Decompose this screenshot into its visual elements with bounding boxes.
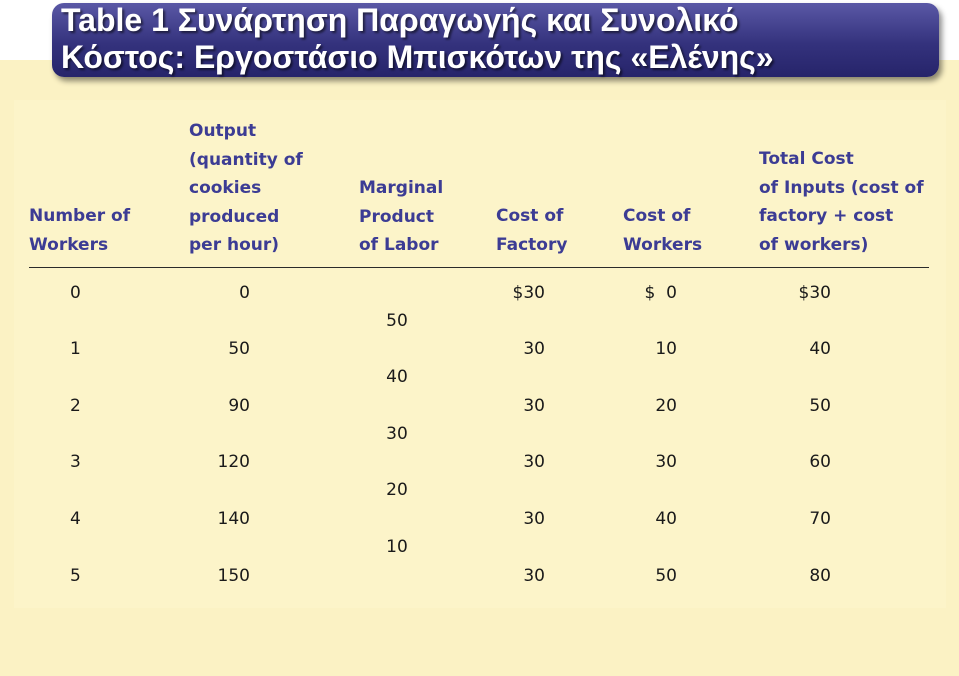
header-cost-of-factory: Cost of Factory [496, 206, 568, 255]
cell-total-cost: 40 [809, 339, 831, 359]
cell-cost-workers: 10 [655, 339, 677, 359]
cell-workers: 3 [70, 452, 81, 472]
table-panel [14, 100, 946, 608]
title-banner [52, 3, 939, 77]
cell-cost-workers: 20 [655, 396, 677, 416]
header-divider [29, 267, 929, 268]
header-number-of-workers: Number of Workers [29, 206, 131, 255]
cell-output: 150 [217, 566, 250, 586]
cell-marginal-product: 20 [386, 480, 408, 500]
cell-output: 0 [239, 283, 250, 303]
cell-output: 140 [217, 509, 250, 529]
slide-title-line-2: Κόστος: Εργοστάσιο Μπισκότων της «Ελένης… [61, 39, 774, 75]
cell-marginal-product: 30 [386, 424, 408, 444]
cell-total-cost: 80 [809, 566, 831, 586]
header-cost-of-workers: Cost of Workers [623, 206, 703, 255]
cell-cost-workers: 30 [655, 452, 677, 472]
header-total-cost: Total Cost of Inputs (cost of factory + … [759, 149, 924, 255]
cell-total-cost: 60 [809, 452, 831, 472]
cell-output: 120 [217, 452, 250, 472]
slide-title-line-1: Table 1 Συνάρτηση Παραγωγής και Συνολικό [61, 2, 739, 38]
cell-workers: 1 [70, 339, 81, 359]
cell-cost-factory: 30 [523, 396, 545, 416]
cell-output: 90 [228, 396, 250, 416]
cell-cost-factory: $30 [512, 283, 545, 303]
cell-cost-factory: 30 [523, 509, 545, 529]
cell-cost-factory: 30 [523, 452, 545, 472]
cell-workers: 5 [70, 566, 81, 586]
header-marginal-product: Marginal Product of Labor [359, 178, 444, 255]
cell-total-cost: $30 [798, 283, 831, 303]
slide-title: Table 1 Συνάρτηση Παραγωγής και Συνολικό… [61, 2, 941, 76]
header-output: Output (quantity of cookies produced per… [189, 121, 303, 255]
cell-marginal-product: 40 [386, 367, 408, 387]
cell-cost-factory: 30 [523, 339, 545, 359]
cell-total-cost: 70 [809, 509, 831, 529]
cell-total-cost: 50 [809, 396, 831, 416]
cell-output: 50 [228, 339, 250, 359]
cell-workers: 0 [70, 283, 81, 303]
cell-workers: 4 [70, 509, 81, 529]
cell-cost-factory: 30 [523, 566, 545, 586]
cell-workers: 2 [70, 396, 81, 416]
cell-cost-workers: 50 [655, 566, 677, 586]
cell-marginal-product: 50 [386, 311, 408, 331]
cell-cost-workers: $ 0 [644, 283, 677, 303]
cell-marginal-product: 10 [386, 537, 408, 557]
cell-cost-workers: 40 [655, 509, 677, 529]
